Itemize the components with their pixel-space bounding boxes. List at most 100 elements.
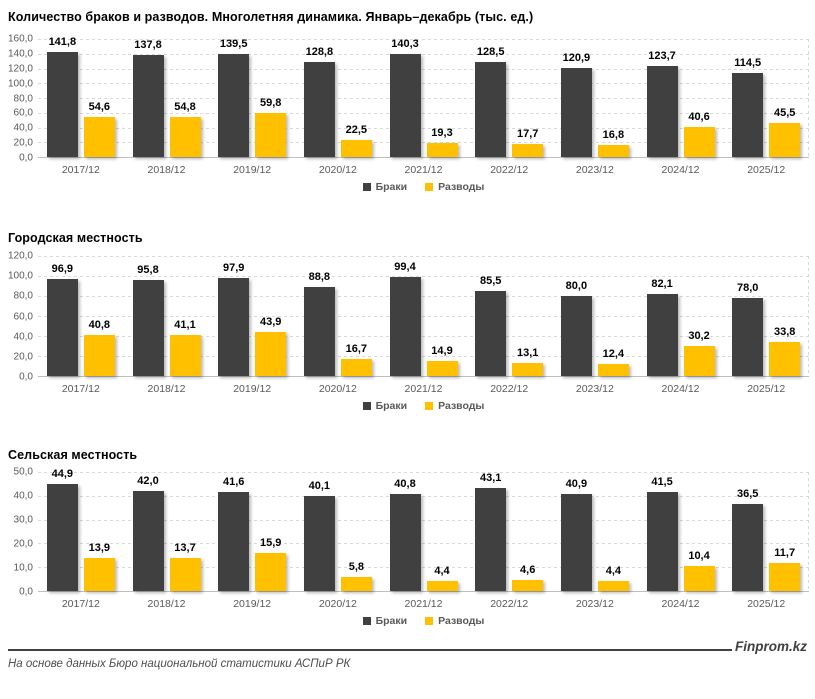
bar-divorces: 45,5 [769,107,801,157]
bar-group: 43,1 4,6 [466,472,552,591]
bar-value-label: 123,7 [648,49,676,62]
page-title: Количество браков и разводов. Многолетня… [8,10,534,24]
y-tick-label: 60,0 [13,107,33,119]
legend-label: Разводы [438,615,485,627]
bar-divorces: 19,3 [426,127,458,157]
bar-value-label: 13,7 [174,542,196,555]
bar-group: 41,6 15,9 [209,472,295,591]
x-tick-label: 2023/12 [575,598,614,610]
bar-value-label: 78,0 [736,282,759,294]
bar-value-label: 36,5 [736,488,759,501]
bar-value-label: 42,0 [137,475,159,488]
y-tick-label: 30,0 [13,514,33,526]
x-tick-label: 2022/12 [490,164,529,176]
bar-value-label: 4,4 [434,564,450,577]
legend: Браки Разводы [38,400,809,412]
gridline [38,567,809,569]
chart-title-urban: Городская местность [8,231,143,245]
x-tick-label: 2021/12 [404,383,443,395]
x-tick-label: 2018/12 [147,383,186,395]
bar-value-label: 88,8 [308,271,331,284]
bar-marriages: 97,9 [218,262,250,376]
bar-group: 95,8 41,1 [124,256,210,376]
x-tick-label: 2018/12 [147,598,186,610]
x-tick-label: 2020/12 [318,598,357,610]
bar-group: 36,5 11,7 [723,472,809,591]
bar-divorces: 33,8 [769,326,801,376]
bar-divorces: 40,8 [83,319,115,376]
bar-marriages: 96,9 [46,263,78,376]
bar-marriages: 44,9 [46,468,78,591]
bar-group: 42,0 13,7 [124,472,210,591]
bar-value-label: 5,8 [348,561,364,574]
gridline [38,295,809,297]
bar-marriages: 139,5 [218,38,250,157]
bar-divorces: 4,4 [597,565,629,591]
bar-value-label: 43,1 [479,472,502,485]
bar-marriages: 137,8 [132,39,164,157]
bar-value-label: 40,9 [565,477,588,490]
legend-swatch-icon [425,617,434,625]
brand-row: Finprom.kz [8,639,809,654]
bar-marriages: 99,4 [389,261,421,376]
y-tick-label: 20,0 [13,137,33,149]
bar-divorces: 16,8 [597,129,629,157]
bar-marriages: 128,8 [303,46,335,157]
bar-value-label: 97,9 [222,262,245,275]
gridline [38,53,809,55]
bar-group: 96,9 40,8 [38,256,124,376]
bar-value-label: 33,8 [773,326,796,339]
legend-label: Разводы [438,400,485,412]
bar-group: 139,5 59,8 [209,38,295,157]
legend-label: Браки [375,400,408,412]
y-tick-label: 120,0 [7,250,33,262]
bar-value-label: 54,6 [88,100,111,113]
x-tick-label: 2020/12 [318,164,357,176]
bar-value-label: 114,5 [734,56,762,69]
bar-value-label: 44,9 [51,468,74,481]
bar-marriages: 140,3 [389,38,421,157]
bar-marriages: 40,8 [389,478,421,591]
x-tick-label: 2022/12 [490,383,529,395]
x-tick-label: 2020/12 [318,383,357,395]
bar-value-label: 40,8 [88,319,111,332]
bar-value-label: 80,0 [565,280,588,293]
y-tick-label: 120,0 [7,63,33,75]
bar-divorces: 41,1 [169,319,201,376]
bar-marriages: 88,8 [303,271,335,376]
plot-area: 96,9 40,8 95,8 41,1 97,9 43,9 88,8 16,7 99,4 14,9… [38,256,809,377]
legend-swatch-icon [425,402,434,410]
legend-item: Браки [362,400,408,412]
bar-group: 44,9 13,9 [38,468,124,591]
bar-divorces: 54,8 [169,101,201,157]
gridline [38,316,809,317]
legend-swatch-icon [425,183,434,191]
y-tick-label: 0,0 [19,586,33,598]
x-tick-label: 2025/12 [747,164,786,176]
gridline [38,112,809,114]
bar-divorces: 59,8 [255,97,287,157]
bar-divorces: 14,9 [426,345,458,376]
bar-value-label: 43,9 [259,316,282,329]
chart-section-urban: Городская местность 120,0 100,0 80,0 60,0 40… [8,231,809,412]
y-axis: 160,0 140,0 120,0 100,0 80,0 60,0 40,0 20,0 0,0 [7,34,38,164]
bar-group: 40,8 4,4 [381,472,467,591]
x-tick-label: 2021/12 [404,164,443,176]
y-tick-label: 100,0 [7,270,33,282]
divider-line [8,649,732,651]
bar-value-label: 128,8 [305,46,334,59]
x-axis: 2017/12 2018/12 2019/12 2020/12 2021/12 2022/… [38,158,809,176]
bar-group: 82,1 30,2 [638,256,724,376]
legend-label: Браки [375,181,408,193]
y-tick-label: 20,0 [13,538,33,550]
bar-group: 137,8 54,8 [124,39,210,157]
x-tick-label: 2017/12 [61,383,100,395]
x-tick-label: 2019/12 [233,598,272,610]
bar-divorces: 13,7 [169,542,201,591]
bar-group: 128,8 22,5 [295,39,381,157]
y-tick-label: 80,0 [13,290,33,302]
legend-item: Браки [362,615,407,627]
bar-value-label: 41,1 [174,318,196,331]
x-tick-label: 2021/12 [404,598,443,610]
